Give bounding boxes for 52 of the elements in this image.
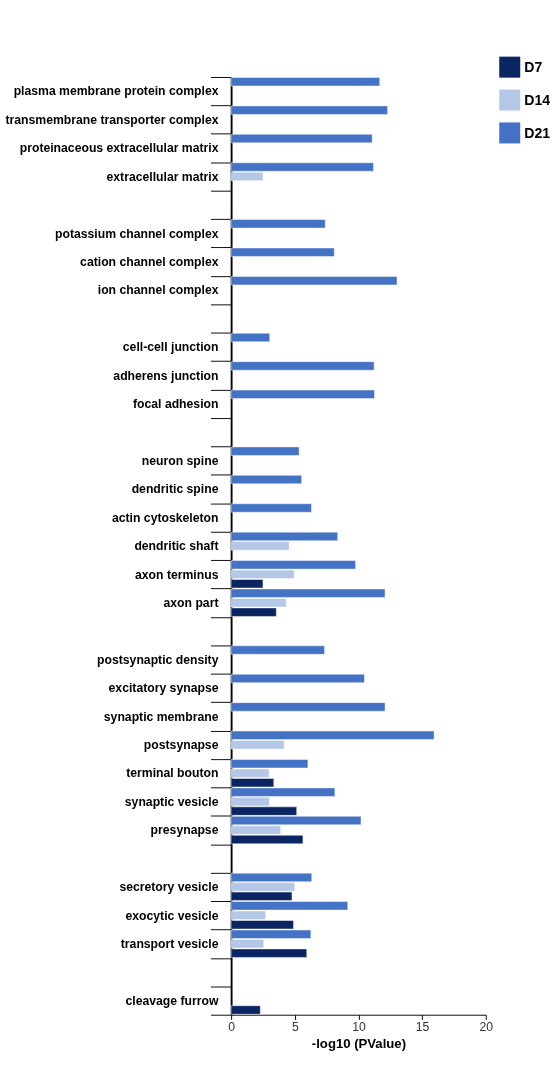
bar (230, 503, 312, 513)
bar (230, 389, 375, 399)
bar (230, 219, 326, 229)
y-tick-label: exocytic vesicle (125, 908, 219, 923)
legend-label: D21 (524, 124, 551, 141)
y-tick-label: presynapse (150, 823, 219, 838)
y-tick-label: transport vesicle (120, 936, 219, 951)
y-tick-label: proteinaceous extracellular matrix (19, 141, 219, 156)
x-tick-label: 20 (479, 1020, 494, 1035)
bar (230, 475, 302, 485)
y-tick-label: cleavage furrow (125, 993, 219, 1008)
y-tick-label: dendritic spine (131, 482, 219, 497)
y-tick-label: axon terminus (135, 567, 219, 582)
bar (230, 333, 270, 342)
y-tick-label: postsynaptic density (97, 652, 219, 667)
bar (230, 446, 300, 456)
y-tick-label: actin cytoskeleton (111, 510, 219, 525)
bar (230, 361, 375, 371)
y-tick-label: axon part (163, 595, 219, 610)
y-tick-label: cell-cell junction (122, 340, 219, 355)
bar (230, 645, 325, 655)
bar (230, 105, 388, 115)
y-tick-label: dendritic shaft (134, 539, 219, 554)
y-tick-label: potassium channel complex (55, 226, 219, 241)
y-tick-label: adherens junction (113, 368, 219, 383)
y-tick-label: ion channel complex (97, 283, 219, 298)
bar (230, 673, 365, 683)
y-tick-label: synaptic vesicle (124, 794, 219, 809)
y-tick-label: terminal bouton (126, 766, 219, 781)
y-tick-label: transmembrane transporter complex (5, 112, 219, 127)
x-tick-label: 0 (228, 1020, 236, 1035)
y-tick-label: postsynapse (143, 738, 219, 753)
bar (230, 77, 380, 87)
y-tick-label: plasma membrane protein complex (13, 84, 219, 99)
y-tick-label: secretory vesicle (119, 880, 219, 895)
y-tick-label: synaptic membrane (103, 709, 219, 724)
y-tick-label: cation channel complex (80, 254, 219, 269)
y-tick-label: focal adhesion (133, 397, 219, 412)
bar (230, 276, 398, 286)
x-axis-title: -log10 (PValue) (311, 1036, 407, 1052)
y-tick-label: excitatory synapse (108, 681, 219, 696)
bar (230, 134, 373, 144)
legend-label: D14 (524, 91, 551, 108)
bar (230, 1005, 261, 1015)
bar (230, 247, 335, 257)
x-tick-label: 5 (291, 1020, 299, 1035)
legend-label: D7 (524, 58, 543, 75)
y-tick-label: neuron spine (141, 453, 219, 468)
bar (230, 702, 386, 712)
y-tick-label: extracellular matrix (106, 169, 219, 184)
x-tick-label: 15 (415, 1020, 430, 1035)
x-tick-label: 10 (352, 1020, 366, 1035)
